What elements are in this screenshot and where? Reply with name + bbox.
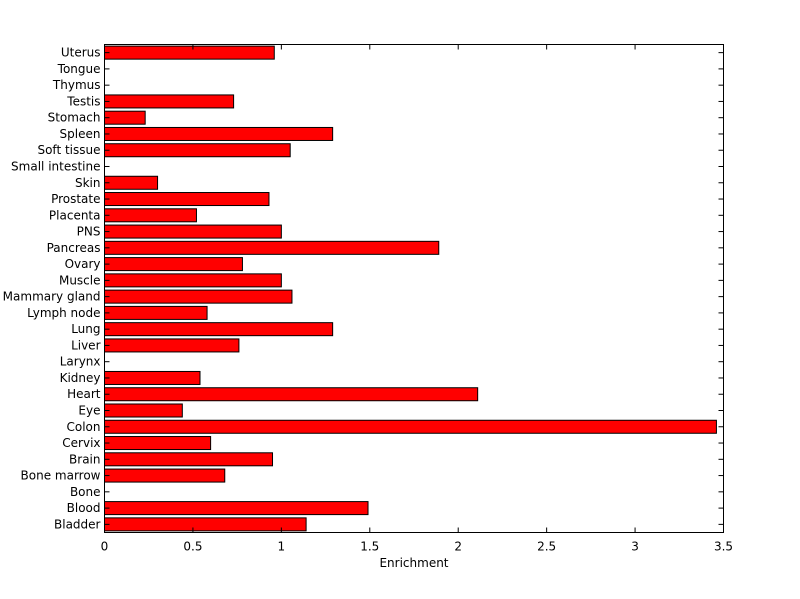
bar-prostate [104, 192, 270, 207]
bar-eye [104, 403, 183, 418]
bar-mammary-gland [104, 289, 293, 304]
bar-bone-marrow [104, 468, 226, 483]
y-tick-label: Larynx [60, 355, 101, 369]
y-tick-label: Bone marrow [21, 469, 101, 483]
bar-muscle [104, 273, 282, 288]
x-tick-label: 0 [101, 540, 109, 554]
y-axis-ticks: Bladder Blood Bone Bone marrow Brain Cervix Co… [3, 46, 724, 531]
bar-stomach [104, 110, 146, 125]
bar-pns [104, 224, 282, 239]
bars-group [104, 45, 717, 532]
bar-pancreas [104, 240, 440, 255]
bar-blood [104, 501, 369, 516]
x-axis-label: Enrichment [379, 556, 448, 570]
x-tick-label: 0.5 [183, 540, 202, 554]
plot-area-frame [104, 44, 724, 533]
bar-cervix [104, 436, 212, 451]
bar-uterus [104, 45, 275, 60]
y-tick-label: Kidney [60, 371, 101, 385]
bar-lung [104, 322, 334, 337]
y-tick-label: Pancreas [47, 241, 101, 255]
bar-placenta [104, 208, 197, 223]
y-tick-label: Muscle [59, 273, 101, 287]
y-tick-label: Blood [67, 501, 101, 515]
bar-colon [104, 419, 717, 434]
x-tick-label: 2.5 [537, 540, 556, 554]
y-tick-label: Thymus [52, 78, 101, 92]
bar-soft-tissue [104, 143, 291, 158]
y-tick-label: Brain [69, 452, 100, 466]
y-tick-label: Soft tissue [37, 143, 100, 157]
y-tick-label: Spleen [60, 127, 101, 141]
y-tick-label: Colon [66, 420, 100, 434]
y-tick-label: Tongue [57, 62, 101, 76]
bar-liver [104, 338, 240, 353]
bar-kidney [104, 370, 201, 385]
bar-testis [104, 94, 235, 109]
y-tick-label: Skin [75, 176, 101, 190]
y-tick-label: Cervix [62, 436, 100, 450]
y-tick-label: Heart [67, 387, 101, 401]
bar-skin [104, 175, 159, 190]
y-tick-label: Lung [71, 322, 100, 336]
y-tick-label: Placenta [49, 208, 101, 222]
y-tick-label: PNS [77, 225, 101, 239]
y-tick-label: Liver [71, 338, 101, 352]
x-tick-label: 1 [278, 540, 286, 554]
y-tick-label: Small intestine [11, 160, 100, 174]
y-tick-label: Lymph node [27, 306, 100, 320]
y-tick-label: Testis [66, 94, 100, 108]
y-tick-label: Stomach [48, 111, 101, 125]
bar-lymph-node [104, 305, 208, 320]
x-tick-label: 3 [631, 540, 639, 554]
x-tick-label: 1.5 [360, 540, 379, 554]
y-tick-label: Eye [78, 404, 100, 418]
y-tick-label: Mammary gland [3, 290, 101, 304]
bar-bladder [104, 517, 307, 532]
bar-brain [104, 452, 274, 467]
bar-ovary [104, 257, 243, 272]
x-axis-ticks: 0 0.5 1 1.5 2 2.5 3 3.5 [101, 44, 733, 554]
y-tick-label: Prostate [51, 192, 100, 206]
bar-spleen [104, 126, 334, 141]
bar-heart [104, 387, 479, 402]
x-tick-label: 3.5 [714, 540, 733, 554]
x-tick-label: 2 [454, 540, 462, 554]
y-tick-label: Bone [70, 485, 101, 499]
y-tick-label: Ovary [65, 257, 101, 271]
y-tick-label: Bladder [54, 517, 101, 531]
y-tick-label: Uterus [61, 46, 101, 60]
